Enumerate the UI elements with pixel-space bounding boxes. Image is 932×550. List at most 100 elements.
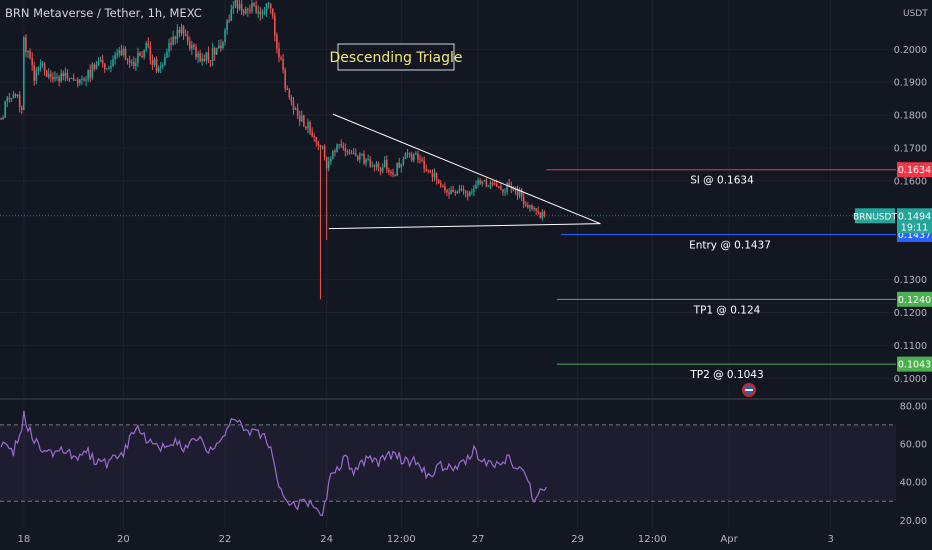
candle-body	[371, 165, 374, 167]
candle-body	[323, 146, 326, 158]
candle-body	[155, 59, 158, 72]
candle-body	[431, 172, 434, 178]
candle-body	[466, 193, 469, 197]
candle-body	[230, 8, 233, 21]
candle-body	[321, 146, 324, 148]
candle-body	[493, 183, 496, 185]
candle-body	[462, 189, 465, 191]
candle-body	[300, 115, 303, 122]
rsi-tick-label: 40.00	[900, 478, 927, 489]
candle-body	[508, 183, 510, 187]
candle-body	[85, 79, 87, 81]
candle-body	[446, 190, 448, 193]
candle-body	[197, 53, 199, 58]
candle-body	[516, 188, 519, 196]
candle-body	[83, 78, 85, 81]
candle-body	[458, 188, 461, 192]
candle-body	[408, 153, 411, 155]
candle-body	[103, 63, 106, 70]
candle-body	[29, 50, 31, 58]
candle-body	[344, 148, 347, 152]
candle-body	[282, 59, 284, 70]
candle-body	[99, 59, 102, 62]
pattern-annotation[interactable]: Descending Triagle	[330, 43, 463, 71]
level-badge-value: 0.1437	[898, 230, 931, 241]
candle-body	[186, 36, 189, 42]
candle-body	[406, 153, 409, 155]
candle-body	[423, 160, 425, 169]
candle-body	[375, 163, 378, 167]
candle-body	[292, 101, 295, 110]
candle-body	[502, 189, 504, 193]
candle-body	[68, 78, 71, 80]
candle-body	[296, 108, 299, 116]
candle-body	[468, 192, 471, 197]
candle-body	[141, 55, 143, 58]
candle-body	[211, 47, 214, 61]
candle-body	[236, 0, 239, 9]
candle-body	[483, 179, 486, 182]
candle-body	[18, 94, 21, 108]
candle-body	[500, 186, 502, 190]
candle-body	[112, 59, 114, 66]
level-label-tp1: TP1 @ 0.124	[693, 304, 761, 316]
symbol-title[interactable]: BRN Metaverse / Tether, 1h, MEXC	[5, 6, 202, 20]
candle-body	[242, 10, 245, 14]
candle-body	[118, 50, 121, 54]
candle-body	[448, 192, 450, 195]
rsi-line	[0, 410, 548, 517]
candle-body	[354, 153, 357, 157]
candle-body	[126, 59, 129, 61]
candle-body	[249, 10, 251, 12]
level-badge-value: 0.1240	[898, 295, 931, 306]
candle-body	[74, 79, 77, 81]
candle-body	[491, 182, 494, 184]
candle-body	[444, 186, 446, 191]
candle-body	[311, 132, 313, 137]
candle-body	[238, 4, 241, 9]
candle-body	[54, 77, 56, 80]
candle-body	[388, 170, 390, 173]
candle-body	[286, 88, 289, 91]
candle-body	[267, 3, 270, 5]
candle-body	[199, 53, 201, 62]
candle-body	[404, 153, 407, 160]
candle-body	[520, 189, 523, 197]
candle-body	[518, 189, 521, 196]
candle-body	[232, 6, 235, 9]
candle-body	[278, 48, 280, 58]
candle-body	[386, 159, 388, 171]
candle-body	[195, 47, 197, 58]
trade-levels: Sl @ 0.1634 0.1634 Entry @ 0.1437 0.1437 TP1…	[0, 162, 932, 381]
candle-body	[402, 159, 405, 164]
time-tick-label: 29	[571, 534, 584, 545]
ticker-badge	[855, 208, 895, 224]
candle-body	[367, 159, 369, 161]
candle-body	[298, 115, 301, 122]
candle-body	[460, 188, 463, 190]
candle-body	[479, 179, 481, 184]
candle-body	[79, 79, 81, 84]
candle-body	[381, 167, 384, 171]
candle-body	[135, 62, 137, 66]
candle-body	[288, 90, 291, 98]
candle-body	[10, 98, 13, 100]
candle-body	[207, 52, 210, 61]
candle-body	[524, 204, 527, 206]
candle-body	[159, 66, 162, 68]
time-tick-label: 12:00	[387, 534, 416, 545]
level-badge-tp2	[897, 356, 932, 372]
candle-body	[14, 94, 17, 97]
candle-body	[348, 152, 351, 154]
descending-triangle-drawing[interactable]	[328, 113, 601, 230]
candle-body	[16, 94, 19, 97]
candle-body	[317, 142, 320, 145]
candle-body	[369, 159, 372, 167]
candle-body	[162, 64, 164, 67]
candle-body	[377, 163, 380, 169]
time-tick-label: 18	[17, 534, 30, 545]
candle-body	[442, 185, 444, 187]
candle-body	[543, 211, 546, 216]
candle-body	[145, 43, 148, 50]
